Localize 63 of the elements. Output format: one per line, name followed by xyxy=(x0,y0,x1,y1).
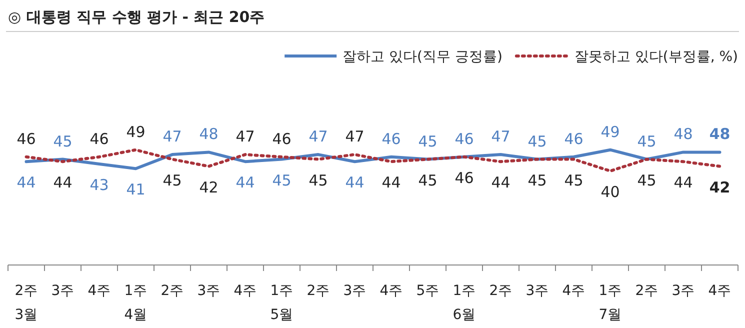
data-label: 49 xyxy=(600,122,620,141)
data-label: 44 xyxy=(16,174,36,192)
x-tick-label: 4주 xyxy=(380,283,403,299)
chart-title: ◎ 대통령 직무 수행 평가 - 최근 20주 xyxy=(6,6,739,32)
data-label: 45 xyxy=(272,171,292,190)
data-label: 42 xyxy=(709,178,730,196)
data-label: 42 xyxy=(199,178,218,196)
data-label: 48 xyxy=(199,125,218,144)
x-tick-label: 2주 xyxy=(306,283,330,299)
data-label: 47 xyxy=(308,128,328,146)
data-label: 46 xyxy=(564,130,584,148)
x-tick-label: 3주 xyxy=(343,283,366,299)
data-label: 41 xyxy=(126,180,146,199)
data-label: 48 xyxy=(709,125,730,144)
x-tick-label: 2주 xyxy=(160,283,184,299)
data-label: 45 xyxy=(418,132,438,150)
data-label: 45 xyxy=(637,171,656,190)
data-label: 49 xyxy=(126,122,146,141)
data-label: 46 xyxy=(454,168,474,187)
x-tick-label: 3주 xyxy=(672,283,695,299)
data-label: 48 xyxy=(674,125,693,144)
legend-label: 잘하고 있다(직무 긍정률) xyxy=(342,49,502,65)
x-tick-label: 2주 xyxy=(635,283,658,299)
data-label: 46 xyxy=(272,130,292,148)
data-label: 46 xyxy=(454,130,474,148)
x-tick-label: 3주 xyxy=(526,283,549,299)
x-tick-label: 3주 xyxy=(197,283,220,299)
data-label: 47 xyxy=(491,128,510,146)
data-label: 45 xyxy=(528,171,547,190)
x-tick-label: 1주 6월 xyxy=(452,283,476,323)
data-label: 44 xyxy=(53,174,72,192)
data-label: 45 xyxy=(418,171,438,190)
data-label: 45 xyxy=(637,132,656,150)
data-label: 44 xyxy=(491,174,510,192)
x-tick-label: 4주 xyxy=(234,283,257,299)
x-tick-label: 4주 xyxy=(562,283,586,299)
x-tick-label: 1주 7월 xyxy=(598,283,622,323)
data-label: 45 xyxy=(53,132,72,150)
data-label: 46 xyxy=(382,130,401,148)
data-label: 45 xyxy=(308,171,328,190)
data-label: 44 xyxy=(236,174,255,192)
data-label: 47 xyxy=(162,128,182,146)
x-tick-label: 3주 xyxy=(51,283,74,299)
data-label: 43 xyxy=(90,176,109,194)
data-label: 47 xyxy=(236,128,255,146)
legend-label: 잘못하고 있다(부정률, %) xyxy=(574,49,738,65)
x-tick-label: 5주 xyxy=(416,283,440,299)
data-label: 45 xyxy=(162,171,182,190)
x-tick-label: 2주 3월 xyxy=(14,283,38,323)
x-tick-label: 4주 xyxy=(88,283,111,299)
data-label: 44 xyxy=(345,174,364,192)
data-label: 46 xyxy=(90,130,109,148)
x-tick-label: 4주 xyxy=(708,283,732,299)
x-tick-label: 1주 5월 xyxy=(270,283,294,323)
data-label: 47 xyxy=(345,128,364,146)
data-label: 45 xyxy=(528,132,547,150)
data-label: 44 xyxy=(382,174,401,192)
x-tick-label: 2주 xyxy=(489,283,512,299)
data-label: 46 xyxy=(16,130,36,148)
data-label: 45 xyxy=(564,171,584,190)
x-tick-label: 1주 4월 xyxy=(124,283,148,323)
data-label: 40 xyxy=(600,183,620,201)
data-label: 44 xyxy=(674,174,693,192)
